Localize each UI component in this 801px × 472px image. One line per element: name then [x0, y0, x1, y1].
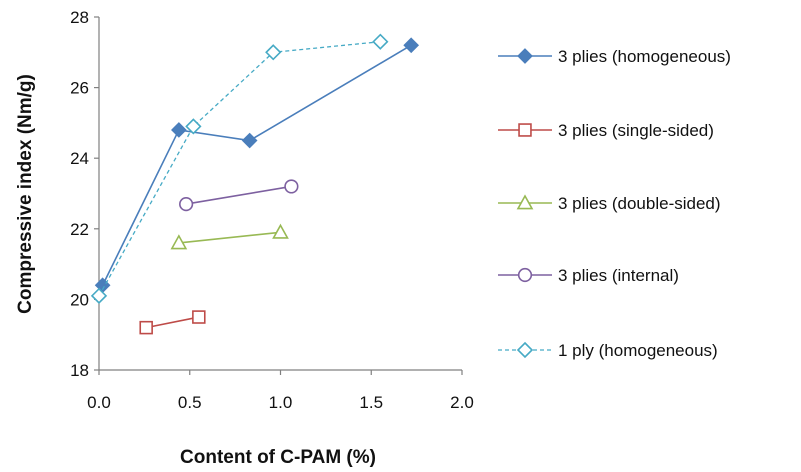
y-tick-label: 20 — [70, 290, 89, 309]
x-tick-label: 0.0 — [87, 393, 111, 412]
series-line-1 — [101, 44, 412, 286]
y-tick-label: 18 — [70, 361, 89, 380]
data-point-series-1 — [403, 37, 420, 54]
data-point-series-4 — [284, 179, 299, 194]
data-point-series-4 — [179, 196, 194, 212]
y-axis-title: Compressive index (Nm/g) — [15, 74, 36, 314]
y-tick-label: 28 — [70, 8, 89, 27]
data-point-series-5 — [185, 118, 202, 135]
series-line-4 — [185, 185, 292, 205]
x-tick-label: 1.5 — [359, 393, 383, 412]
data-point-series-2 — [139, 320, 153, 335]
data-point-series-1 — [241, 132, 258, 149]
series-line-2 — [146, 316, 199, 329]
legend-label-5: 1 ply (homogeneous) — [558, 341, 718, 360]
data-point-series-3 — [170, 234, 188, 250]
x-tick-label: 0.5 — [178, 393, 202, 412]
y-tick-label: 24 — [70, 149, 89, 168]
data-point-series-5 — [90, 287, 108, 305]
series-line-3 — [178, 231, 281, 244]
data-point-series-5 — [265, 44, 282, 61]
x-tick-label: 2.0 — [450, 393, 474, 412]
x-axis-title: Content of C-PAM (%) — [180, 447, 376, 468]
legend-label-2: 3 plies (single-sided) — [558, 121, 714, 140]
legend-label-1: 3 plies (homogeneous) — [558, 47, 731, 66]
data-point-series-3 — [272, 223, 289, 239]
x-tick-label: 1.0 — [269, 393, 293, 412]
legend-marker-1 — [517, 48, 533, 64]
y-tick-label: 26 — [70, 79, 89, 98]
data-point-series-5 — [372, 33, 389, 50]
data-point-series-1 — [171, 122, 187, 138]
legend-marker-4 — [517, 267, 533, 283]
data-point-series-2 — [192, 310, 206, 324]
legend-marker-2 — [518, 123, 532, 137]
legend-label-4: 3 plies (internal) — [558, 266, 679, 285]
y-tick-label: 22 — [70, 220, 89, 239]
legend-marker-3 — [516, 194, 534, 210]
series-line-5 — [98, 41, 381, 297]
legend-marker-5 — [516, 341, 534, 359]
legend-label-3: 3 plies (double-sided) — [558, 194, 721, 213]
